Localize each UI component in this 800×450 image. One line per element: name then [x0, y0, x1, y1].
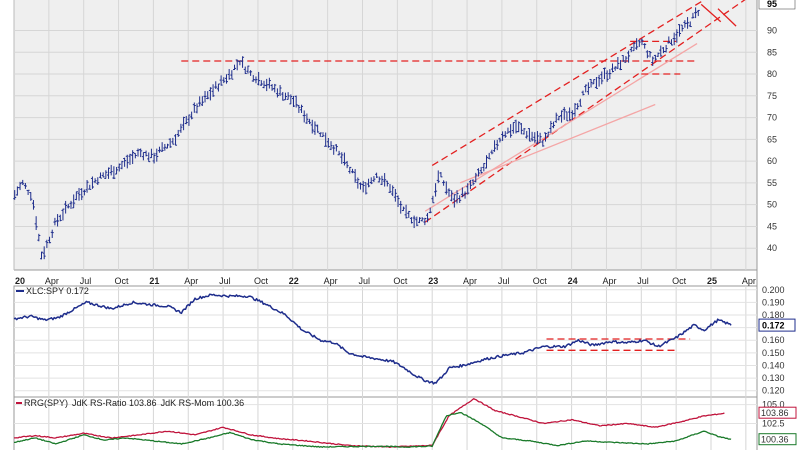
rs-last-value: 0.172: [762, 321, 785, 331]
rrg-last-value: 103.86: [761, 408, 789, 418]
x-tick-label: Oct: [393, 276, 408, 286]
rs-line: [13, 293, 732, 385]
x-tick-label: Jul: [637, 276, 649, 286]
x-tick-label: Apr: [184, 276, 198, 286]
rs-tick-label: 0.120: [762, 386, 785, 396]
price-tick-label: 65: [767, 134, 777, 144]
x-tick-label: Apr: [602, 276, 616, 286]
rs-tick-label: 0.190: [762, 297, 785, 307]
price-annotation-trendline: [459, 103, 656, 184]
price-annotation-trendline: [700, 3, 722, 23]
x-tick-label: Jul: [219, 276, 231, 286]
rrg-legend-item: JdK RS-Ratio 103.86: [72, 398, 157, 408]
indicator-lines: [13, 293, 732, 448]
x-tick-label: Apr: [45, 276, 59, 286]
x-tick-label: Jul: [498, 276, 510, 286]
x-tick-label: Jul: [358, 276, 370, 286]
rrg-legend-item: JdK RS-Mom 100.36: [161, 398, 245, 408]
grid-lines: [14, 0, 757, 450]
price-last-badge: [758, 0, 796, 10]
x-tick-label: 21: [149, 276, 159, 286]
x-tick-label: Oct: [533, 276, 548, 286]
x-tick-label: Apr: [463, 276, 477, 286]
x-tick-label: 25: [707, 276, 717, 286]
rrg-tick-label: 105.0: [762, 400, 785, 410]
price-last-value: 95: [767, 0, 777, 9]
price-tick-label: 55: [767, 178, 777, 188]
price-tick-label: 85: [767, 47, 777, 57]
rrg-tick-label: 102.5: [762, 419, 785, 429]
price-annotation-trendline: [431, 0, 705, 167]
price-tick-label: 90: [767, 25, 777, 35]
rs-tick-label: 0.160: [762, 335, 785, 345]
rs-tick-label: 0.180: [762, 310, 785, 320]
panel-frames: [13, 0, 758, 450]
annotation-lines: [181, 0, 746, 351]
price-tick-label: 50: [767, 200, 777, 210]
price-annotation-trendline: [717, 8, 737, 27]
rs-tick-label: 0.140: [762, 360, 785, 370]
rrg-legend-item: RRG(SPY): [24, 398, 68, 408]
price-tick-label: 80: [767, 69, 777, 79]
rrg-last-value: 100.36: [761, 435, 789, 445]
rs-legend: XLC:SPY 0.172: [26, 286, 89, 296]
x-tick-label: 23: [428, 276, 438, 286]
price-bars: [13, 7, 700, 260]
x-tick-label: 20: [15, 276, 25, 286]
rrg-last-badge: [758, 406, 797, 419]
x-tick-label: Oct: [115, 276, 130, 286]
price-annotation-trendline: [424, 0, 746, 223]
axis-labels: 40 45 50 55 60 65 70 75 80 85 90 95 0.120 0.130 0.140 0…: [15, 0, 797, 446]
price-tick-label: 40: [767, 243, 777, 253]
price-tick-label: 70: [767, 113, 777, 123]
rrg-last-badge: [758, 433, 797, 446]
rs-tick-label: 0.130: [762, 373, 785, 383]
rs-tick-label: 0.200: [762, 285, 785, 295]
rs-last-badge: [758, 318, 796, 332]
price-tick-label: 75: [767, 91, 777, 101]
x-tick-label: 24: [568, 276, 578, 286]
price-tick-label: 45: [767, 221, 777, 231]
price-tick-label: 60: [767, 156, 777, 166]
rs-mom-line: [14, 411, 732, 448]
x-tick-label: Oct: [672, 276, 687, 286]
price-panel-bg: [14, 0, 757, 270]
x-tick-label: Jul: [80, 276, 92, 286]
x-tick-label: 22: [289, 276, 299, 286]
rs-tick-label: 0.150: [762, 348, 785, 358]
x-tick-label: Oct: [254, 276, 269, 286]
x-tick-label: Apr: [324, 276, 338, 286]
x-tick-label: Apr: [742, 276, 756, 286]
panel-legends: XLC:SPY 0.172 RRG(SPY) JdK RS-Ratio 103.86…: [16, 286, 244, 408]
